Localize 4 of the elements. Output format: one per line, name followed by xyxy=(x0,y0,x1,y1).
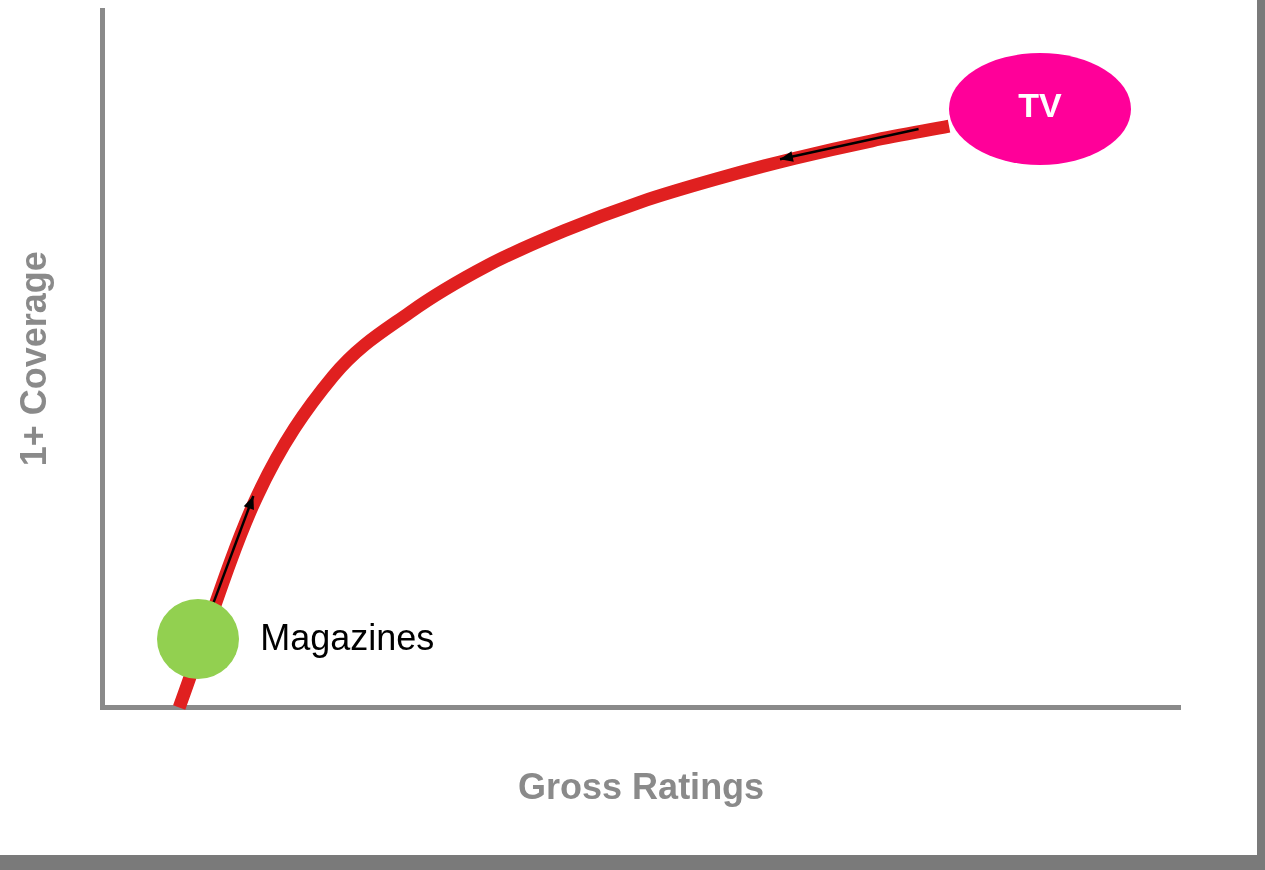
text: TV xyxy=(1017,86,1063,126)
annotation: Magazines xyxy=(260,617,435,660)
x-axis-title: Gross Ratings xyxy=(518,766,765,808)
y-axis-title: 1+ Coverage xyxy=(12,251,54,467)
